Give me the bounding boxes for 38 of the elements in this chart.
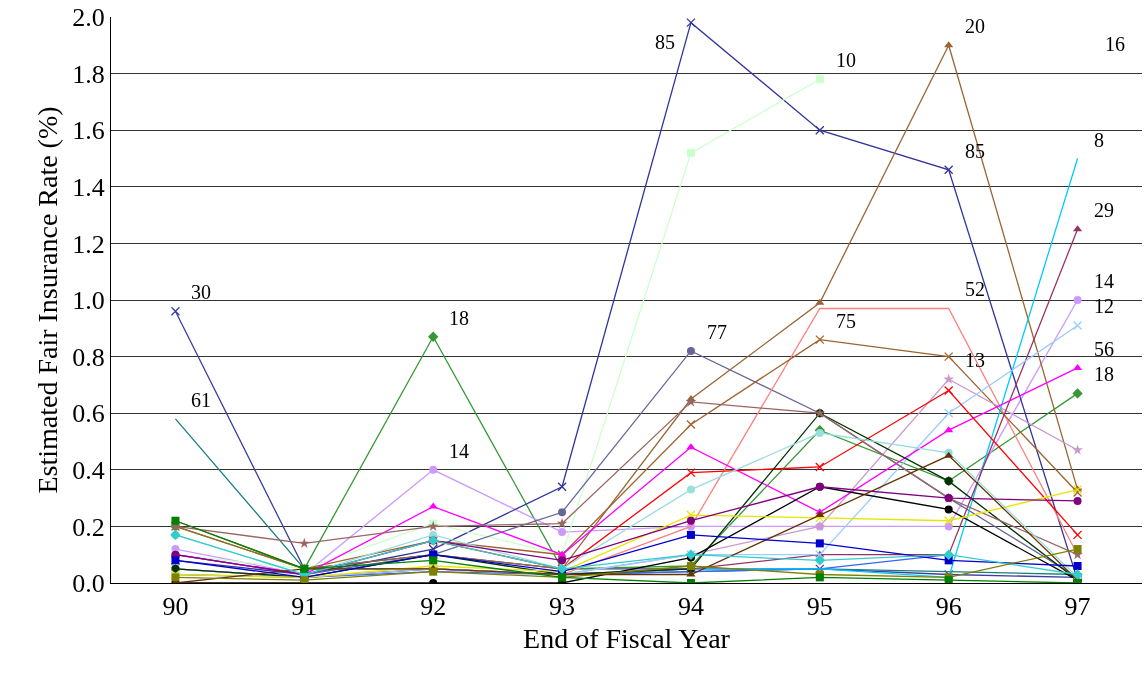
y-tick-label: 1.8: [72, 59, 105, 89]
y-tick-label: 1.0: [72, 286, 105, 316]
x-axis-title: End of Fiscal Year: [523, 623, 731, 655]
y-tick-label: 0.2: [72, 512, 105, 542]
y-tick-label: 0.8: [72, 342, 105, 372]
annotation: 30: [191, 281, 211, 303]
annotation: 20: [965, 15, 985, 37]
x-tick-label: 92: [420, 592, 447, 622]
annotation: 29: [1094, 199, 1114, 221]
y-tick-label: 1.6: [72, 116, 105, 146]
annotation: 18: [1094, 363, 1114, 385]
y-tick-label: 0.6: [72, 399, 105, 429]
annotation: 8: [1094, 129, 1104, 151]
x-tick-label: 97: [1064, 592, 1091, 622]
annotation: 10: [836, 49, 856, 71]
annotation: 14: [1094, 270, 1114, 292]
y-tick-label: 1.2: [72, 229, 105, 259]
annotation: 77: [707, 321, 727, 343]
annotation: 18: [449, 307, 469, 329]
x-tick-label: 96: [935, 592, 962, 622]
annotation: 52: [965, 278, 985, 300]
x-tick-label: 90: [162, 592, 189, 622]
annotation: 56: [1094, 338, 1114, 360]
annotation: 14: [449, 440, 469, 462]
x-tick-label: 94: [677, 592, 704, 622]
x-tick-label: 93: [549, 592, 576, 622]
annotation: 85: [655, 31, 675, 53]
x-tick-label: 95: [806, 592, 833, 622]
y-tick-label: 0.4: [72, 455, 105, 485]
y-tick-label: 2.0: [72, 3, 105, 33]
annotation: 61: [191, 389, 211, 411]
y-tick-label: 0.0: [72, 569, 105, 599]
x-tick-label: 91: [291, 592, 318, 622]
y-tick-label: 1.4: [72, 172, 105, 202]
annotation: 16: [1105, 33, 1125, 55]
y-axis-title: Estimated Fair Insurance Rate (%): [32, 106, 63, 494]
annotation: 75: [836, 310, 856, 332]
annotation: 12: [1094, 295, 1114, 317]
